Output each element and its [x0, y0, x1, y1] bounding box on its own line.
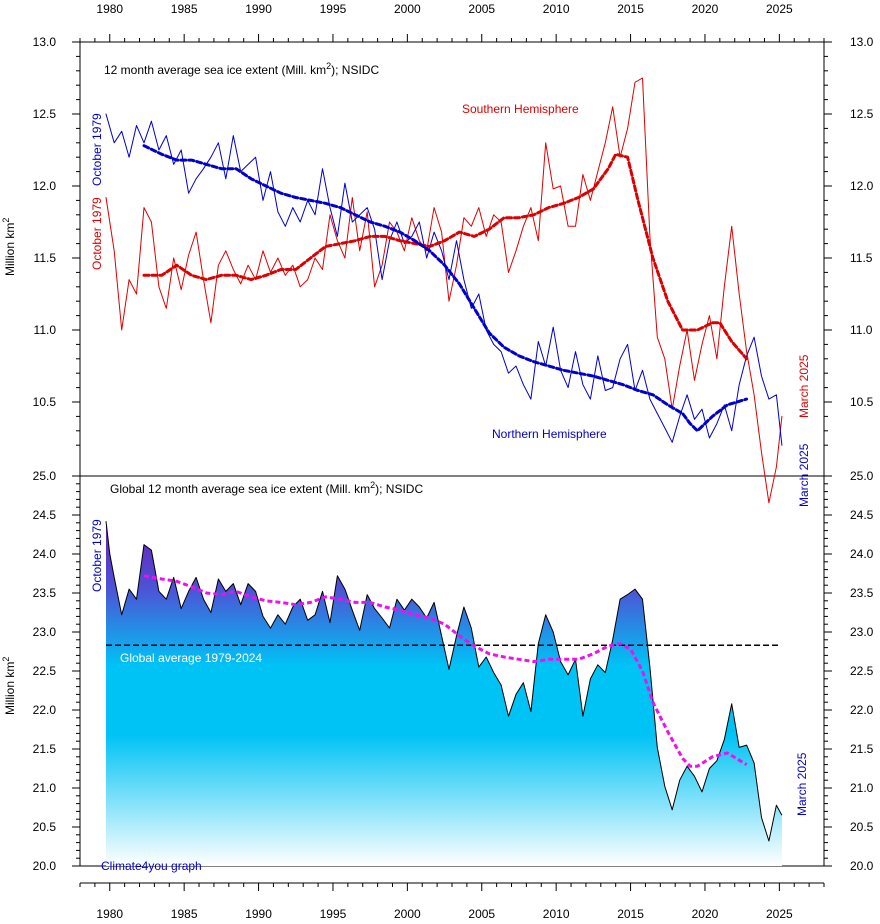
x-tick-label-bottom: 1995	[320, 907, 347, 921]
y-tick-label-right: 11.5	[850, 251, 873, 265]
y-tick-label-right: 10.5	[850, 395, 874, 409]
x-tick-label-top: 1985	[171, 2, 198, 16]
north-start-label: October 1979	[90, 113, 104, 186]
y-tick-label-left: 22.0	[33, 703, 57, 717]
x-tick-label-bottom: 2020	[692, 907, 719, 921]
x-tick-label-top: 1990	[245, 2, 272, 16]
northern-hemisphere-label: Northern Hemisphere	[492, 427, 607, 441]
y-tick-label-right: 13.0	[850, 35, 874, 49]
y-tick-label-right: 20.5	[850, 820, 874, 834]
y-tick-label-right: 21.5	[850, 742, 874, 756]
y-tick-label-right: 25.0	[850, 469, 874, 483]
x-axis-top: 1980 1985 1990 1995 2000 2005 2010 2015 2020 2025	[79, 2, 825, 42]
y-tick-label-right: 24.5	[850, 508, 874, 522]
x-tick-label-bottom: 2025	[766, 907, 793, 921]
x-tick-label-bottom: 2005	[468, 907, 495, 921]
x-tick-label-bottom: 2010	[543, 907, 570, 921]
y-tick-label-left: 13.0	[33, 35, 57, 49]
y-tick-label-right: 12.5	[850, 107, 874, 121]
y-tick-label-right: 24.0	[850, 547, 874, 561]
global-area-fill	[106, 521, 782, 866]
y-tick-label-right: 22.0	[850, 703, 874, 717]
north-end-label: March 2025	[797, 443, 811, 507]
south-end-label: March 2025	[797, 354, 811, 418]
series-layer	[105, 77, 783, 504]
y-tick-label-right: 22.5	[850, 664, 874, 678]
y-tick-label-left: 10.5	[33, 395, 57, 409]
x-tick-label-top: 2025	[766, 2, 793, 16]
y-tick-label-right: 23.5	[850, 586, 874, 600]
x-tick-label-top: 1995	[320, 2, 347, 16]
bottom-panel-title: Global 12 month average sea ice extent (…	[110, 480, 423, 496]
global-smooth-line	[143, 574, 748, 768]
top-panel-y-axis: 13.0 13.0 12.5 12.5 12.0 12.0 11.5 11.5 11.0 11.0…	[33, 35, 874, 446]
top-panel-frame	[79, 41, 825, 477]
global-area-line	[105, 521, 783, 842]
y-tick-label-left: 12.0	[33, 179, 57, 193]
x-tick-label-top: 2000	[394, 2, 421, 16]
y-tick-label-left: 23.5	[33, 586, 57, 600]
northern-hemisphere-smooth-line	[142, 144, 749, 433]
x-tick-label-top: 2010	[543, 2, 570, 16]
y-tick-label-left: 12.5	[33, 107, 57, 121]
x-tick-label-bottom: 1980	[96, 907, 123, 921]
x-tick-label-bottom: 1985	[171, 907, 198, 921]
y-tick-label-left: 24.5	[33, 508, 57, 522]
global-end-label: March 2025	[795, 752, 809, 816]
y-tick-label-left: 22.5	[33, 664, 57, 678]
y-tick-label-right: 12.0	[850, 179, 874, 193]
x-tick-label-top: 2015	[617, 2, 644, 16]
x-tick-label-bottom: 2000	[394, 907, 421, 921]
y-tick-label-left: 25.0	[33, 469, 57, 483]
y-tick-label-left: 20.5	[33, 820, 57, 834]
top-panel-ylabel: Million km2	[1, 218, 17, 276]
southern-hemisphere-line	[105, 77, 783, 504]
top-panel-title: 12 month average sea ice extent (Mill. k…	[104, 61, 379, 77]
y-tick-label-left: 11.0	[34, 323, 57, 337]
x-tick-label-bottom: 2015	[617, 907, 644, 921]
bottom-panel-ylabel: Million km2	[1, 657, 17, 715]
y-tick-label-right: 11.0	[850, 323, 873, 337]
x-tick-label-top: 1980	[96, 2, 123, 16]
y-tick-label-left: 23.0	[33, 625, 57, 639]
global-area-layer	[105, 521, 783, 866]
x-axis-bottom: 1980 1985 1990 1995 2000 2005 2010 2015 2020 2025	[79, 883, 825, 921]
south-start-label: October 1979	[90, 197, 104, 270]
y-tick-label-right: 23.0	[850, 625, 874, 639]
x-tick-label-bottom: 1990	[245, 907, 272, 921]
x-tick-label-top: 2020	[692, 2, 719, 16]
x-tick-label-top: 2005	[468, 2, 495, 16]
y-tick-label-right: 21.0	[850, 781, 874, 795]
y-tick-label-left: 21.0	[33, 781, 57, 795]
southern-hemisphere-label: Southern Hemisphere	[462, 102, 579, 116]
y-tick-label-right: 20.0	[850, 859, 874, 873]
y-tick-label-left: 20.0	[33, 859, 57, 873]
bottom-panel-y-axis: 25.0 25.0 24.5 24.5 24.0 24.0 23.5 23.5 23.0 23.0…	[33, 469, 874, 873]
global-start-label: October 1979	[90, 519, 104, 592]
y-tick-label-left: 11.5	[34, 251, 57, 265]
southern-hemisphere-smooth-line	[142, 152, 749, 361]
y-tick-label-left: 21.5	[33, 742, 57, 756]
y-tick-label-left: 24.0	[33, 547, 57, 561]
global-average-label: Global average 1979-2024	[120, 651, 262, 665]
credit-label: Climate4you graph	[101, 859, 202, 873]
